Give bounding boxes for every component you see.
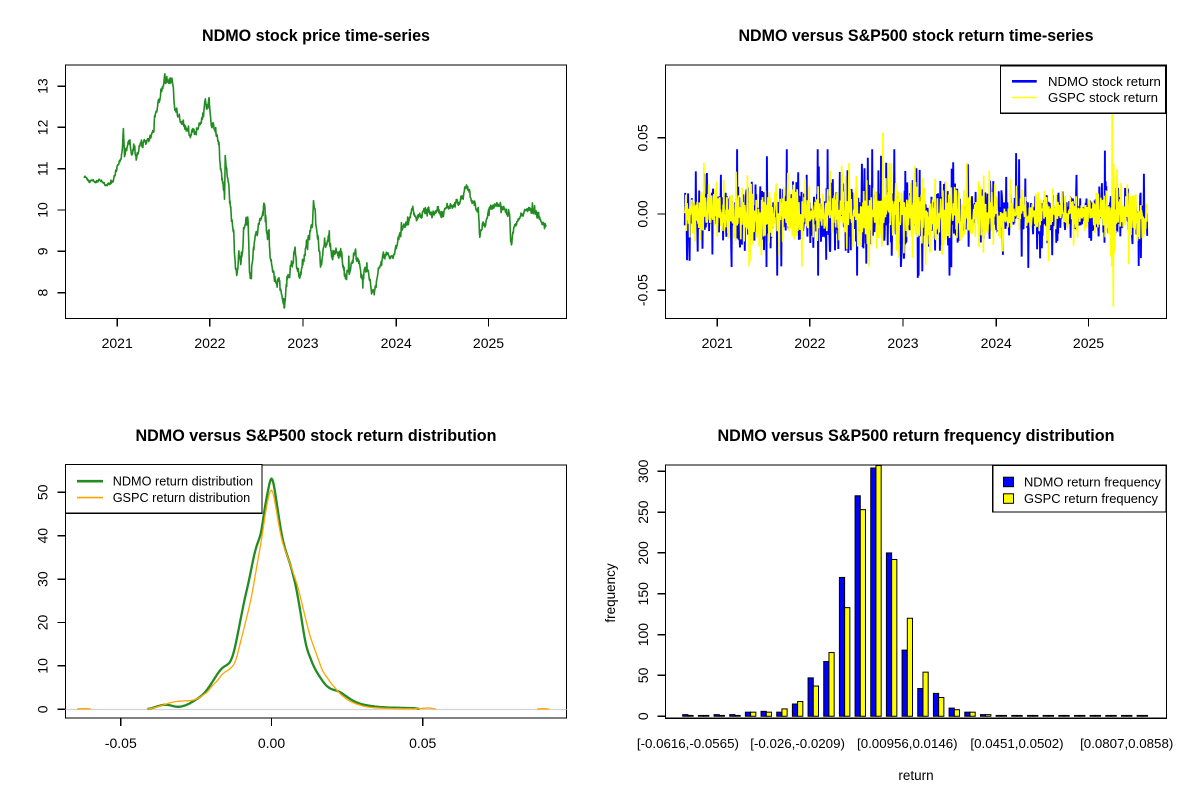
svg-text:2022: 2022	[794, 335, 825, 351]
svg-text:300: 300	[635, 459, 651, 483]
svg-text:8: 8	[35, 288, 51, 296]
svg-text:NDMO versus S&P500 stock retur: NDMO versus S&P500 stock return time-ser…	[739, 27, 1094, 45]
svg-text:GSPC return distribution: GSPC return distribution	[113, 491, 251, 505]
svg-text:NDMO versus S&P500 stock retur: NDMO versus S&P500 stock return distribu…	[136, 427, 497, 445]
svg-text:frequency: frequency	[603, 563, 618, 623]
svg-text:NDMO return frequency: NDMO return frequency	[1024, 474, 1161, 489]
svg-text:GSPC return frequency: GSPC return frequency	[1024, 491, 1159, 506]
svg-text:[-0.026,-0.0209): [-0.026,-0.0209)	[750, 736, 845, 751]
svg-text:20: 20	[35, 615, 51, 631]
svg-text:[0.0451,0.0502): [0.0451,0.0502)	[970, 736, 1063, 751]
svg-text:NDMO stock price time-series: NDMO stock price time-series	[202, 27, 430, 45]
svg-text:2021: 2021	[702, 335, 733, 351]
svg-text:100: 100	[635, 623, 651, 647]
svg-text:30: 30	[35, 571, 51, 587]
svg-text:2021: 2021	[102, 335, 133, 351]
svg-text:0.05: 0.05	[409, 735, 436, 751]
svg-text:250: 250	[635, 500, 651, 524]
svg-text:[0.0807,0.0858): [0.0807,0.0858)	[1080, 736, 1173, 751]
svg-text:-0.05: -0.05	[635, 274, 651, 306]
svg-text:0.00: 0.00	[258, 735, 285, 751]
svg-text:10: 10	[35, 202, 51, 218]
svg-text:[-0.0616,-0.0565): [-0.0616,-0.0565)	[637, 736, 739, 751]
svg-text:11: 11	[35, 161, 51, 176]
svg-text:NDMO versus S&P500 return freq: NDMO versus S&P500 return frequency dist…	[718, 427, 1115, 445]
svg-text:40: 40	[35, 528, 51, 544]
svg-text:12: 12	[35, 119, 51, 135]
svg-text:150: 150	[635, 582, 651, 606]
svg-text:NDMO stock return: NDMO stock return	[1048, 74, 1161, 89]
svg-text:-0.05: -0.05	[105, 735, 137, 751]
svg-text:10: 10	[35, 658, 51, 674]
svg-text:GSPC stock return: GSPC stock return	[1048, 90, 1158, 105]
svg-text:return: return	[898, 768, 933, 783]
svg-text:2022: 2022	[194, 335, 225, 351]
svg-text:2024: 2024	[981, 335, 1012, 351]
svg-text:9: 9	[35, 247, 51, 255]
svg-text:0.00: 0.00	[635, 200, 651, 227]
svg-text:NDMO return distribution: NDMO return distribution	[113, 475, 253, 489]
svg-text:50: 50	[635, 667, 651, 683]
svg-text:2024: 2024	[381, 335, 412, 351]
svg-text:0.05: 0.05	[635, 124, 651, 151]
svg-text:2025: 2025	[1073, 335, 1104, 351]
svg-text:2025: 2025	[473, 335, 504, 351]
svg-text:200: 200	[635, 541, 651, 565]
svg-text:13: 13	[35, 78, 51, 94]
svg-text:50: 50	[35, 484, 51, 500]
svg-text:2023: 2023	[887, 335, 918, 351]
svg-text:0: 0	[35, 705, 51, 713]
svg-text:2023: 2023	[287, 335, 318, 351]
svg-text:0: 0	[635, 712, 651, 720]
svg-text:[0.00956,0.0146): [0.00956,0.0146)	[857, 736, 958, 751]
